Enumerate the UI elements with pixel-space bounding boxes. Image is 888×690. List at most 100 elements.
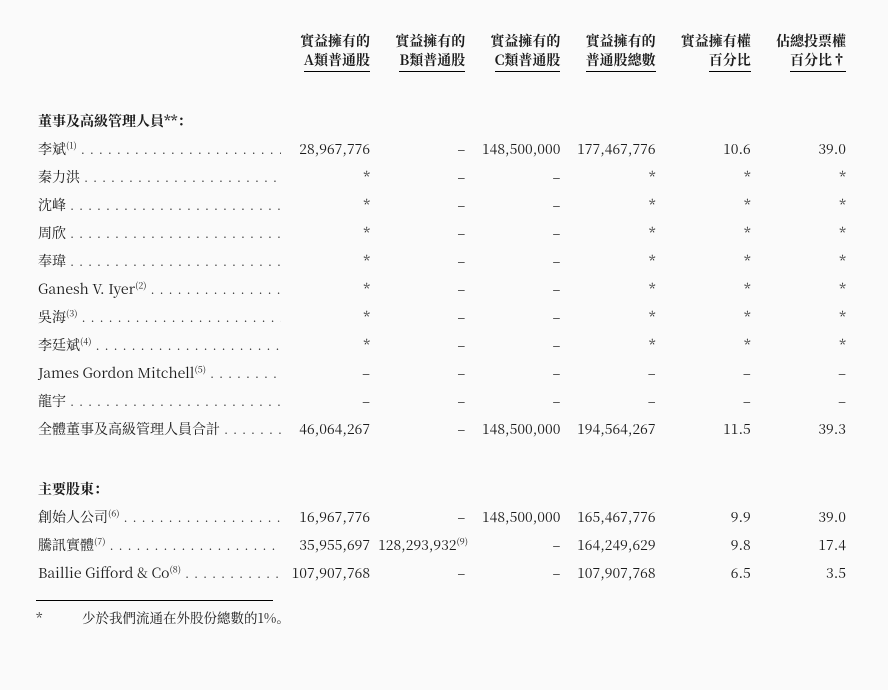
cell-c: – [471,530,566,558]
cell-c: – [471,274,566,302]
cell-e: * [662,190,757,218]
col-header-c-line1: 實益擁有的 [473,32,560,51]
row-label: 周欣 [36,218,281,246]
cell-a: 16,967,776 [281,502,376,530]
cell-d: – [566,386,661,414]
col-header-pct: 實益擁有權 百分比 [662,30,757,74]
section-row-directors: 董事及高級管理人員**： [36,106,852,134]
col-header-pct-line1: 實益擁有權 [664,32,751,51]
cell-c: – [471,330,566,358]
col-header-total: 實益擁有的 普通股總數 [566,30,661,74]
cell-a: * [281,274,376,302]
cell-a: * [281,190,376,218]
cell-b: – [376,190,471,218]
ownership-table: 實益擁有的 A類普通股 實益擁有的 B類普通股 實益擁有的 C類普通股 實益擁有… [36,30,852,586]
cell-e: – [662,386,757,414]
table-row: Baillie Gifford & Co(8) 107,907,768 – – … [36,558,852,586]
cell-a: * [281,162,376,190]
table-row: 奉瑋 * – – * * * [36,246,852,274]
cell-f: 39.0 [757,502,852,530]
cell-c: – [471,302,566,330]
row-label: 創始人公司(6) [36,502,281,530]
row-label: 李廷斌(4) [36,330,281,358]
row-label: 龍宇 [36,386,281,414]
cell-c: – [471,386,566,414]
table-row-total: 全體董事及高級管理人員合計 46,064,267 – 148,500,000 1… [36,414,852,442]
cell-c: 148,500,000 [471,134,566,162]
table-row: 周欣 * – – * * * [36,218,852,246]
cell-c: – [471,558,566,586]
col-header-b-line2: B類普通股 [399,51,465,72]
cell-e: 6.5 [662,558,757,586]
col-header-a-line1: 實益擁有的 [283,32,370,51]
cell-c: – [471,246,566,274]
cell-b: – [376,358,471,386]
cell-a: 107,907,768 [281,558,376,586]
cell-c: – [471,190,566,218]
table-row: 李廷斌(4) * – – * * * [36,330,852,358]
cell-f: 39.0 [757,134,852,162]
table-row: James Gordon Mitchell(5) – – – – – – [36,358,852,386]
row-label: Ganesh V. Iyer(2) [36,274,281,302]
cell-e: 11.5 [662,414,757,442]
cell-e: 10.6 [662,134,757,162]
table-row: 李斌(1) 28,967,776 – 148,500,000 177,467,7… [36,134,852,162]
cell-e: * [662,162,757,190]
cell-d: 177,467,776 [566,134,661,162]
table-header-row: 實益擁有的 A類普通股 實益擁有的 B類普通股 實益擁有的 C類普通股 實益擁有… [36,30,852,74]
row-label: 秦力洪 [36,162,281,190]
cell-c: – [471,162,566,190]
cell-d: 194,564,267 [566,414,661,442]
cell-d: 164,249,629 [566,530,661,558]
cell-b: – [376,218,471,246]
cell-f: * [757,218,852,246]
cell-f: 3.5 [757,558,852,586]
cell-f: 17.4 [757,530,852,558]
col-header-vote-line2: 百分比† [790,51,846,72]
cell-c: – [471,358,566,386]
col-header-total-line2: 普通股總數 [586,51,656,72]
table: 實益擁有的 A類普通股 實益擁有的 B類普通股 實益擁有的 C類普通股 實益擁有… [36,30,852,586]
cell-d: 107,907,768 [566,558,661,586]
row-label: 沈峰 [36,190,281,218]
cell-e: 9.8 [662,530,757,558]
cell-a: – [281,386,376,414]
col-header-b: 實益擁有的 B類普通股 [376,30,471,74]
footnote-mark: * [36,607,82,627]
cell-e: 9.9 [662,502,757,530]
col-header-a-line2: A類普通股 [304,51,370,72]
cell-d: * [566,330,661,358]
cell-a: * [281,330,376,358]
col-header-total-line1: 實益擁有的 [568,32,655,51]
cell-d: – [566,358,661,386]
footnote: * 少於我們流通在外股份總數的1%。 [36,607,852,627]
spacer-row [36,442,852,474]
col-header-vote-line1: 佔總投票權 [759,32,846,51]
cell-a: * [281,218,376,246]
cell-b: – [376,134,471,162]
cell-b: – [376,302,471,330]
col-header-a: 實益擁有的 A類普通股 [281,30,376,74]
cell-a: – [281,358,376,386]
section-title-directors: 董事及高級管理人員**： [36,106,852,134]
cell-b: – [376,330,471,358]
cell-f: * [757,330,852,358]
cell-d: * [566,162,661,190]
cell-b: – [376,502,471,530]
cell-a: * [281,302,376,330]
cell-d: * [566,274,661,302]
col-header-pct-line2: 百分比 [709,51,751,72]
cell-e: * [662,330,757,358]
table-row: 創始人公司(6) 16,967,776 – 148,500,000 165,46… [36,502,852,530]
table-row: 秦力洪 * – – * * * [36,162,852,190]
col-header-b-line1: 實益擁有的 [378,32,465,51]
row-label: 騰訊實體(7) [36,530,281,558]
row-label: 吳海(3) [36,302,281,330]
table-row: 龍宇 – – – – – – [36,386,852,414]
cell-b: – [376,414,471,442]
cell-b: – [376,246,471,274]
cell-d: * [566,190,661,218]
cell-e: * [662,246,757,274]
cell-d: * [566,302,661,330]
footnote-text: 少於我們流通在外股份總數的1%。 [82,607,290,627]
